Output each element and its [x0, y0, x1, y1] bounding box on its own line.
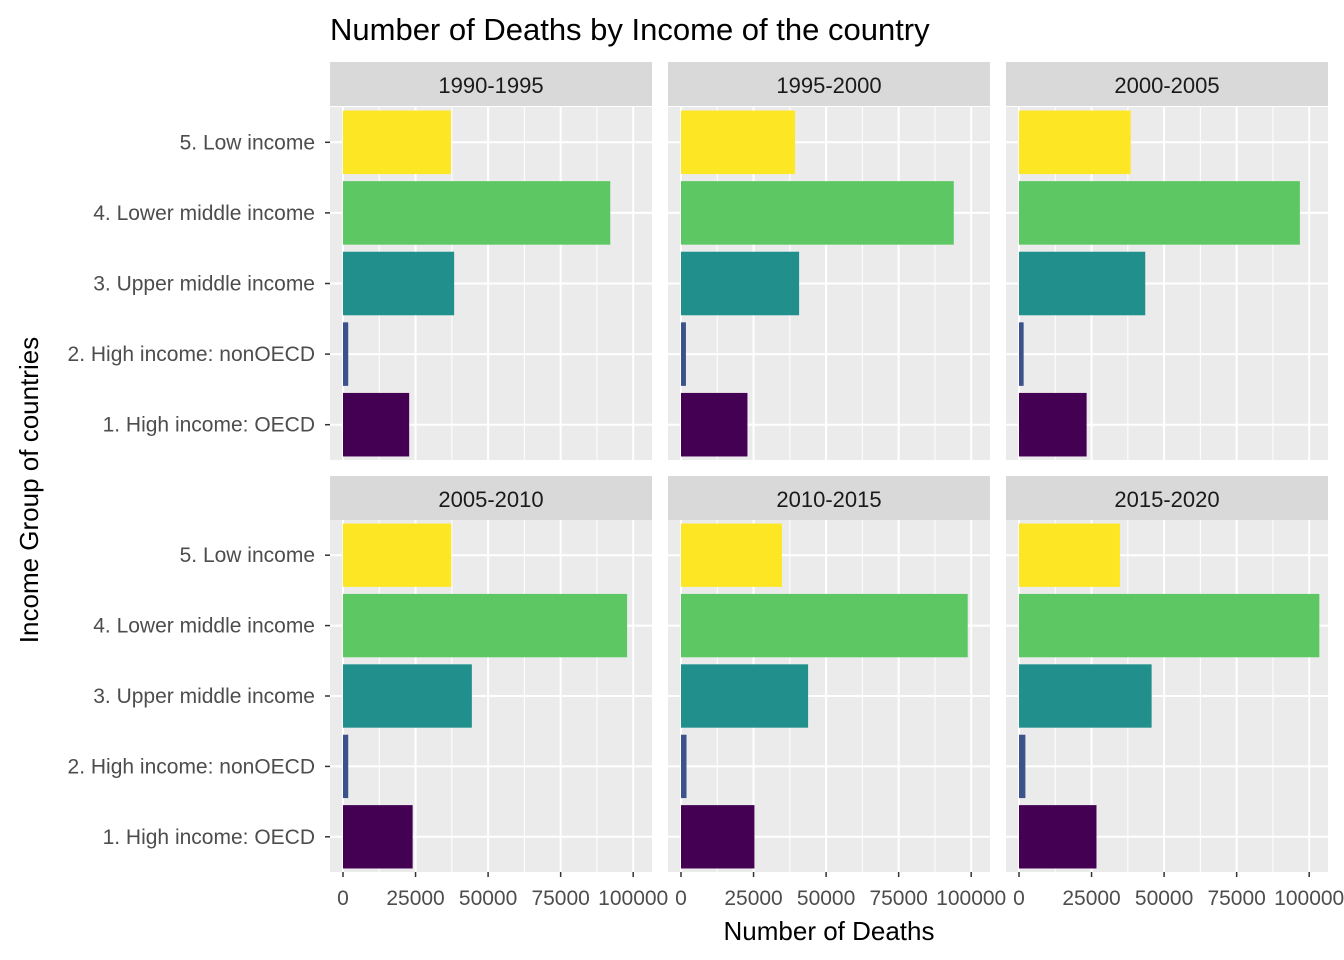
bar — [343, 523, 452, 587]
bar — [343, 251, 455, 316]
x-tick-label: 75000 — [869, 887, 927, 910]
facet-label: 2005-2010 — [438, 487, 543, 512]
y-axis-title: Income Group of countries — [14, 337, 44, 643]
x-tick-label: 100000 — [936, 887, 1006, 910]
bar — [343, 664, 472, 728]
x-tick-label: 50000 — [459, 887, 517, 910]
bar — [343, 593, 628, 658]
x-tick-label: 0 — [337, 887, 349, 910]
bar — [1019, 734, 1026, 799]
facet-strip — [330, 476, 652, 520]
bar — [681, 523, 782, 587]
x-tick-label: 75000 — [531, 887, 589, 910]
facet-panel: 1995-2000 — [668, 62, 990, 460]
bar — [1019, 322, 1024, 386]
facet-strip — [1006, 62, 1328, 106]
x-axis-title: Number of Deaths — [724, 916, 935, 946]
bar — [681, 734, 687, 799]
bar — [343, 805, 413, 869]
facet-panel: 1990-1995 1. High income: OECD 2. High inc… — [68, 62, 652, 460]
x-tick-label: 50000 — [797, 887, 855, 910]
x-tick-label: 50000 — [1135, 887, 1193, 910]
y-tick-label: 4. Lower middle income — [93, 615, 315, 638]
x-tick-label: 25000 — [1062, 887, 1120, 910]
y-tick-label: 4. Lower middle income — [93, 202, 315, 225]
bar — [1019, 181, 1300, 245]
facet-label: 1995-2000 — [776, 73, 881, 98]
bar — [681, 392, 748, 457]
bar — [343, 392, 410, 457]
x-tick-label: 100000 — [1274, 887, 1344, 910]
facet-label: 2010-2015 — [776, 487, 881, 512]
y-tick-label: 2. High income: nonOECD — [68, 755, 315, 778]
x-tick-label: 25000 — [386, 887, 444, 910]
bar — [1019, 664, 1152, 728]
bar — [1019, 805, 1097, 869]
y-tick-label: 3. Upper middle income — [93, 685, 315, 708]
facet-panel: 2005-2010 1. High income: OECD 2. High inc… — [68, 476, 668, 910]
bar — [1019, 110, 1131, 175]
facet-strip — [668, 62, 990, 106]
y-tick-label: 1. High income: OECD — [103, 826, 315, 849]
bar — [1019, 392, 1087, 457]
x-tick-label: 0 — [675, 887, 687, 910]
y-tick-label: 2. High income: nonOECD — [68, 343, 315, 366]
facet-label: 2000-2005 — [1114, 73, 1219, 98]
facet-panel: 2000-2005 — [1006, 62, 1328, 460]
x-tick-label: 100000 — [598, 887, 668, 910]
bar — [681, 593, 968, 658]
facet-label: 1990-1995 — [438, 73, 543, 98]
bar — [343, 110, 451, 175]
bar — [343, 181, 611, 245]
facet-panel: 2010-2015 0 25000 50000 75000 100000 — [668, 476, 1006, 910]
y-tick-label: 1. High income: OECD — [103, 414, 315, 437]
facet-grid: 1990-1995 1. High income: OECD 2. High inc… — [68, 62, 1344, 910]
bar — [681, 664, 809, 728]
facet-strip — [1006, 476, 1328, 520]
bar — [343, 734, 349, 799]
facet-strip — [330, 62, 652, 106]
bar — [1019, 251, 1146, 316]
x-tick-label: 25000 — [724, 887, 782, 910]
x-tick-label: 75000 — [1207, 887, 1265, 910]
bar — [681, 110, 796, 175]
facet-strip — [668, 476, 990, 520]
y-tick-label: 5. Low income — [180, 544, 315, 567]
bar — [681, 251, 800, 316]
y-tick-label: 3. Upper middle income — [93, 273, 315, 296]
bar — [1019, 523, 1120, 587]
facet-label: 2015-2020 — [1114, 487, 1219, 512]
bar — [343, 322, 349, 386]
bar — [1019, 593, 1320, 658]
bar — [681, 181, 954, 245]
bar — [681, 322, 686, 386]
y-tick-label: 5. Low income — [180, 131, 315, 154]
chart-title: Number of Deaths by Income of the countr… — [330, 12, 930, 47]
x-tick-label: 0 — [1013, 887, 1025, 910]
facet-panel: 2015-2020 0 25000 50000 75000 100000 — [1006, 476, 1344, 910]
bar — [681, 805, 755, 869]
